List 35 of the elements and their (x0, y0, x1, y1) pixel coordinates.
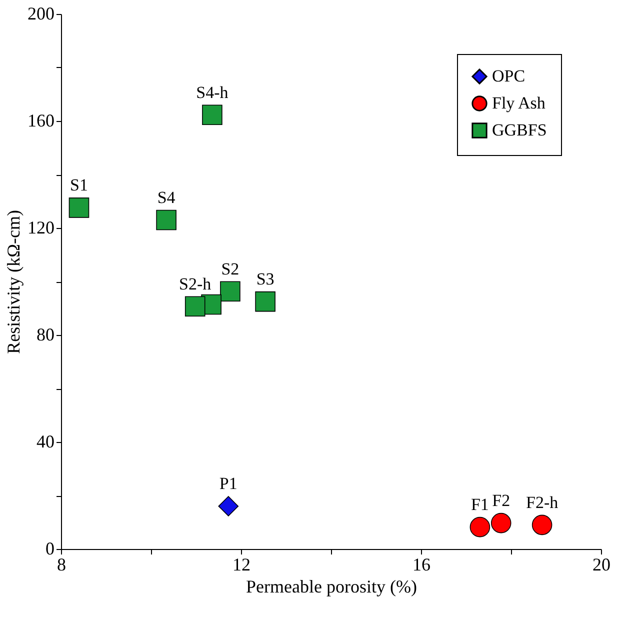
annotation: S4-h (196, 82, 229, 102)
legend-label: OPC (492, 66, 526, 86)
point (68, 198, 90, 218)
annotation: S4 (157, 188, 176, 207)
x-tick-label: 20 (592, 554, 610, 574)
annotation: S3 (256, 270, 274, 289)
y-tick-label: 80 (36, 324, 54, 344)
annotation: S1 (70, 176, 88, 195)
point (218, 496, 239, 516)
point (532, 514, 552, 536)
point (490, 512, 512, 534)
point (156, 210, 176, 230)
y-tick-label: 200 (28, 4, 54, 24)
annotation: F2-h (526, 492, 559, 512)
legend-label: GGBFS (492, 120, 547, 140)
legend-label: Fly Ash (492, 94, 546, 112)
point (202, 104, 222, 125)
y-axis-title: Resistivity (kΩ-cm) (4, 210, 24, 354)
point (220, 281, 240, 302)
x-axis-title: Permeable porosity (%) (246, 576, 417, 596)
y-tick-label: 40 (36, 432, 54, 452)
x-tick-label: 12 (232, 554, 250, 574)
point (470, 516, 490, 538)
annotation: F1 (470, 495, 489, 514)
point (184, 296, 206, 317)
y-tick-label: 0 (46, 538, 54, 558)
y-tick-label: 120 (28, 218, 54, 238)
point (255, 291, 276, 312)
annotation: S2-h (179, 274, 212, 294)
annotation: S2 (221, 259, 240, 278)
annotation: P1 (219, 474, 238, 494)
y-tick-label: 160 (28, 110, 54, 130)
annotation: F2 (492, 491, 510, 510)
x-tick-label: 8 (57, 554, 66, 574)
x-tick-label: 16 (412, 554, 430, 574)
